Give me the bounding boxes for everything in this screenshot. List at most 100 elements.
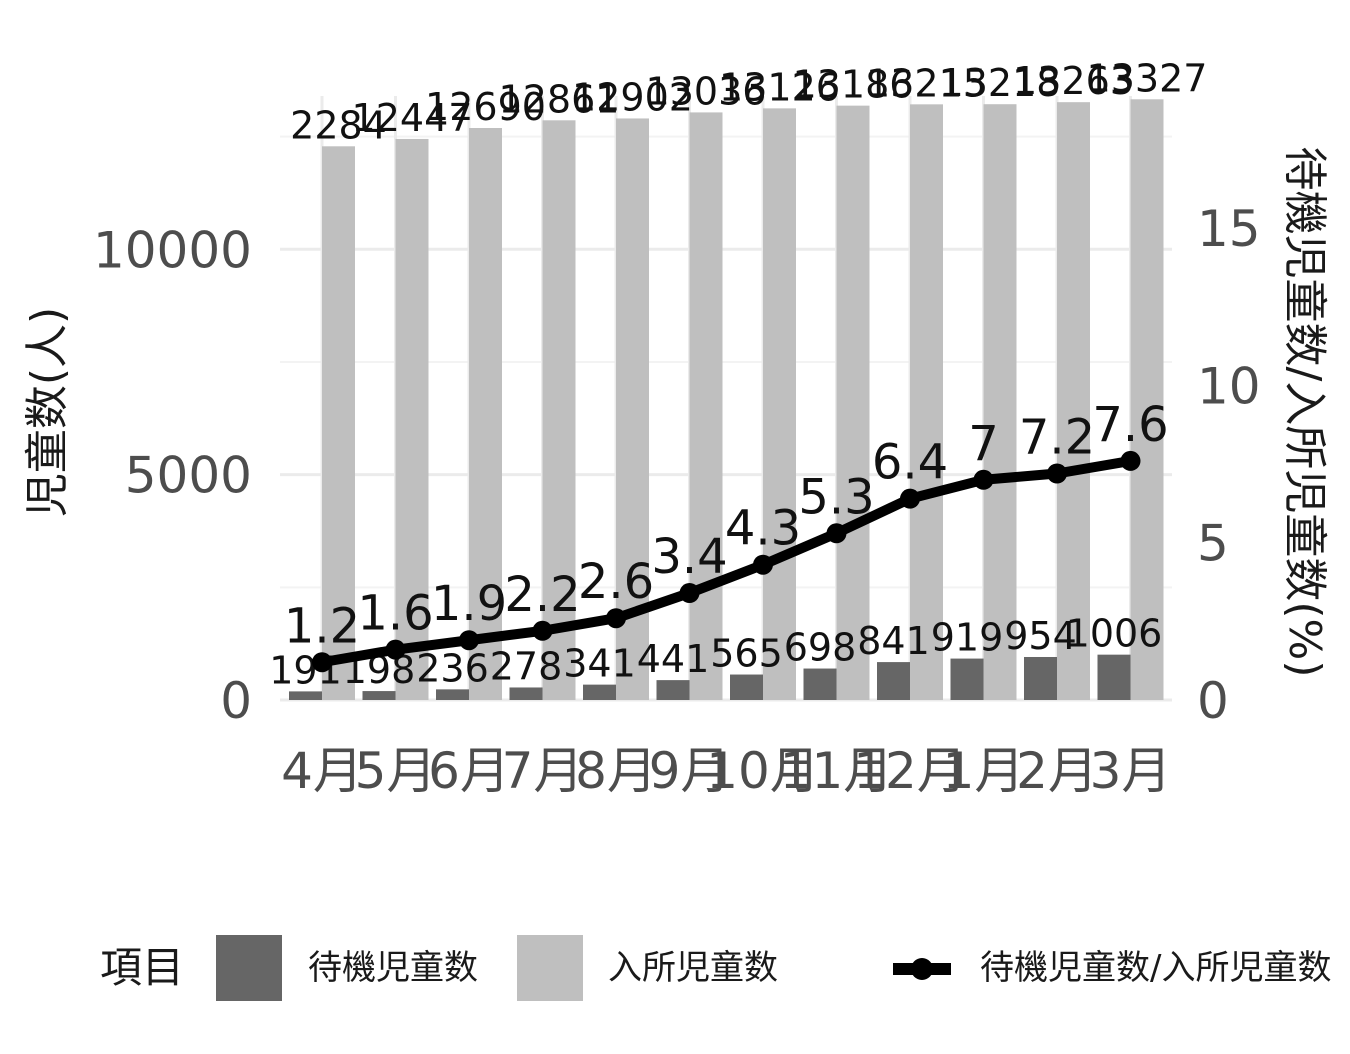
bar-waiting — [1024, 656, 1057, 700]
bar-label-enrolled: 12447 — [352, 96, 473, 140]
legend-swatch-waiting — [216, 935, 282, 1001]
ratio-point — [312, 652, 332, 673]
ratio-label: 7.6 — [1092, 397, 1168, 453]
bar-waiting — [289, 691, 322, 700]
ratio-label: 3.4 — [651, 529, 727, 585]
x-tick-label: 12月 — [853, 742, 967, 800]
ratio-point — [385, 639, 406, 660]
legend-title: 項目 — [100, 943, 184, 992]
bar-waiting — [362, 691, 396, 700]
bar-waiting — [730, 674, 763, 700]
axis-layer: 05000100000510154月5月6月7月8月9月10月11月12月1月2… — [93, 200, 1261, 800]
y2-axis-title: 待機児童数/入所児童数(%) — [1279, 147, 1330, 678]
ratio-line — [317, 455, 1136, 668]
bar-waiting — [803, 668, 837, 700]
ratio-point — [826, 523, 847, 544]
ratio-point — [679, 583, 700, 604]
legend: 項目 待機児童数 入所児童数 待機児童数/入所児童数 — [100, 935, 1331, 1001]
bar-label-enrolled: 12902 — [572, 75, 693, 119]
x-tick-label: 9月 — [649, 742, 731, 800]
ratio-label: 7 — [968, 416, 999, 472]
bar-enrolled — [689, 112, 723, 700]
bar-enrolled — [542, 120, 576, 700]
bar-enrolled — [763, 108, 796, 700]
bar-enrolled — [836, 105, 870, 700]
y-tick-label: 0 — [220, 672, 252, 730]
y-tick-label: 5000 — [125, 447, 252, 505]
y-axis-title: 児童数(人) — [22, 307, 73, 517]
ratio-label: 5.3 — [798, 469, 874, 525]
x-tick-label: 10月 — [706, 742, 820, 800]
ratio-label: 7.2 — [1019, 410, 1095, 466]
ratio-point — [900, 488, 920, 509]
bar-label-waiting: 698 — [784, 626, 857, 670]
bar-label-waiting: 565 — [710, 632, 783, 676]
bar-label-enrolled: 13327 — [1087, 56, 1208, 100]
ratio-point — [1120, 450, 1141, 471]
x-tick-label: 11月 — [780, 742, 894, 800]
y2-tick-label: 0 — [1197, 672, 1229, 730]
x-tick-label: 3月 — [1090, 742, 1172, 800]
bar-label-enrolled: 13126 — [719, 65, 840, 109]
bar-enrolled — [1057, 102, 1090, 700]
bar-label-enrolled: 13263 — [1013, 59, 1134, 103]
bar-enrolled — [983, 104, 1017, 700]
ratio-label: 2.2 — [504, 567, 580, 623]
bar-waiting — [950, 658, 984, 700]
ratio-label: 2.6 — [578, 554, 654, 610]
legend-swatch-enrolled — [517, 935, 583, 1001]
x-tick-label: 7月 — [502, 742, 584, 800]
bar-waiting — [877, 662, 910, 700]
legend-line-marker — [911, 958, 933, 980]
bar-label-waiting: 1006 — [1066, 612, 1163, 656]
bar-waiting — [656, 680, 690, 700]
bar-enrolled — [469, 128, 502, 700]
bar-waiting — [583, 684, 616, 700]
bar-labels-layer: 1912284198124472361269027812861341129024… — [269, 56, 1207, 692]
bar-label-enrolled: 13186 — [793, 63, 914, 107]
ratio-label: 6.4 — [872, 435, 948, 491]
bar-label-waiting: 236 — [416, 646, 489, 690]
bar-label-waiting: 919 — [931, 616, 1004, 660]
y-tick-label: 10000 — [93, 221, 252, 279]
legend-label-waiting: 待機児童数 — [308, 948, 478, 988]
bar-enrolled — [910, 104, 943, 700]
ratio-point — [1047, 463, 1067, 484]
line-labels-layer: 1.21.61.92.22.63.44.35.36.4 7 7.27.6 — [284, 397, 1169, 654]
x-tick-label: 5月 — [355, 742, 437, 800]
x-tick-label: 4月 — [281, 742, 363, 800]
bar-label-enrolled: 2284 — [290, 103, 387, 147]
bar-enrolled — [395, 138, 429, 700]
ratio-point — [532, 620, 553, 641]
bar-enrolled — [1130, 99, 1164, 700]
y2-tick-label: 10 — [1197, 357, 1261, 415]
bar-waiting — [509, 687, 543, 700]
ratio-label: 1.6 — [357, 586, 433, 642]
ratio-point — [753, 554, 773, 575]
bar-label-enrolled: 13215 — [866, 61, 987, 105]
bar-label-enrolled: 12861 — [499, 77, 620, 121]
bar-waiting — [1097, 654, 1131, 700]
legend-label-ratio: 待機児童数/入所児童数 — [980, 948, 1331, 988]
bar-label-waiting: 441 — [637, 637, 710, 681]
y2-tick-label: 15 — [1197, 200, 1261, 258]
y2-tick-label: 5 — [1197, 515, 1229, 573]
ratio-point — [606, 608, 626, 629]
line-layer — [312, 450, 1141, 673]
x-tick-label: 1月 — [943, 742, 1025, 800]
ratio-point — [973, 469, 994, 490]
bar-label-enrolled: 13036 — [646, 69, 767, 113]
bar-label-waiting: 341 — [563, 642, 636, 686]
bars-layer — [289, 99, 1164, 701]
bar-label-waiting: 278 — [490, 644, 563, 688]
x-tick-label: 8月 — [575, 742, 657, 800]
bar-label-waiting: 841 — [857, 619, 930, 663]
bar-enrolled — [616, 118, 649, 701]
ratio-label: 1.9 — [431, 576, 507, 632]
bar-enrolled — [322, 146, 355, 700]
bar-label-enrolled: 13218 — [940, 61, 1061, 105]
bar-label-waiting: 191 — [269, 648, 342, 692]
bar-label-enrolled: 12690 — [425, 85, 546, 129]
